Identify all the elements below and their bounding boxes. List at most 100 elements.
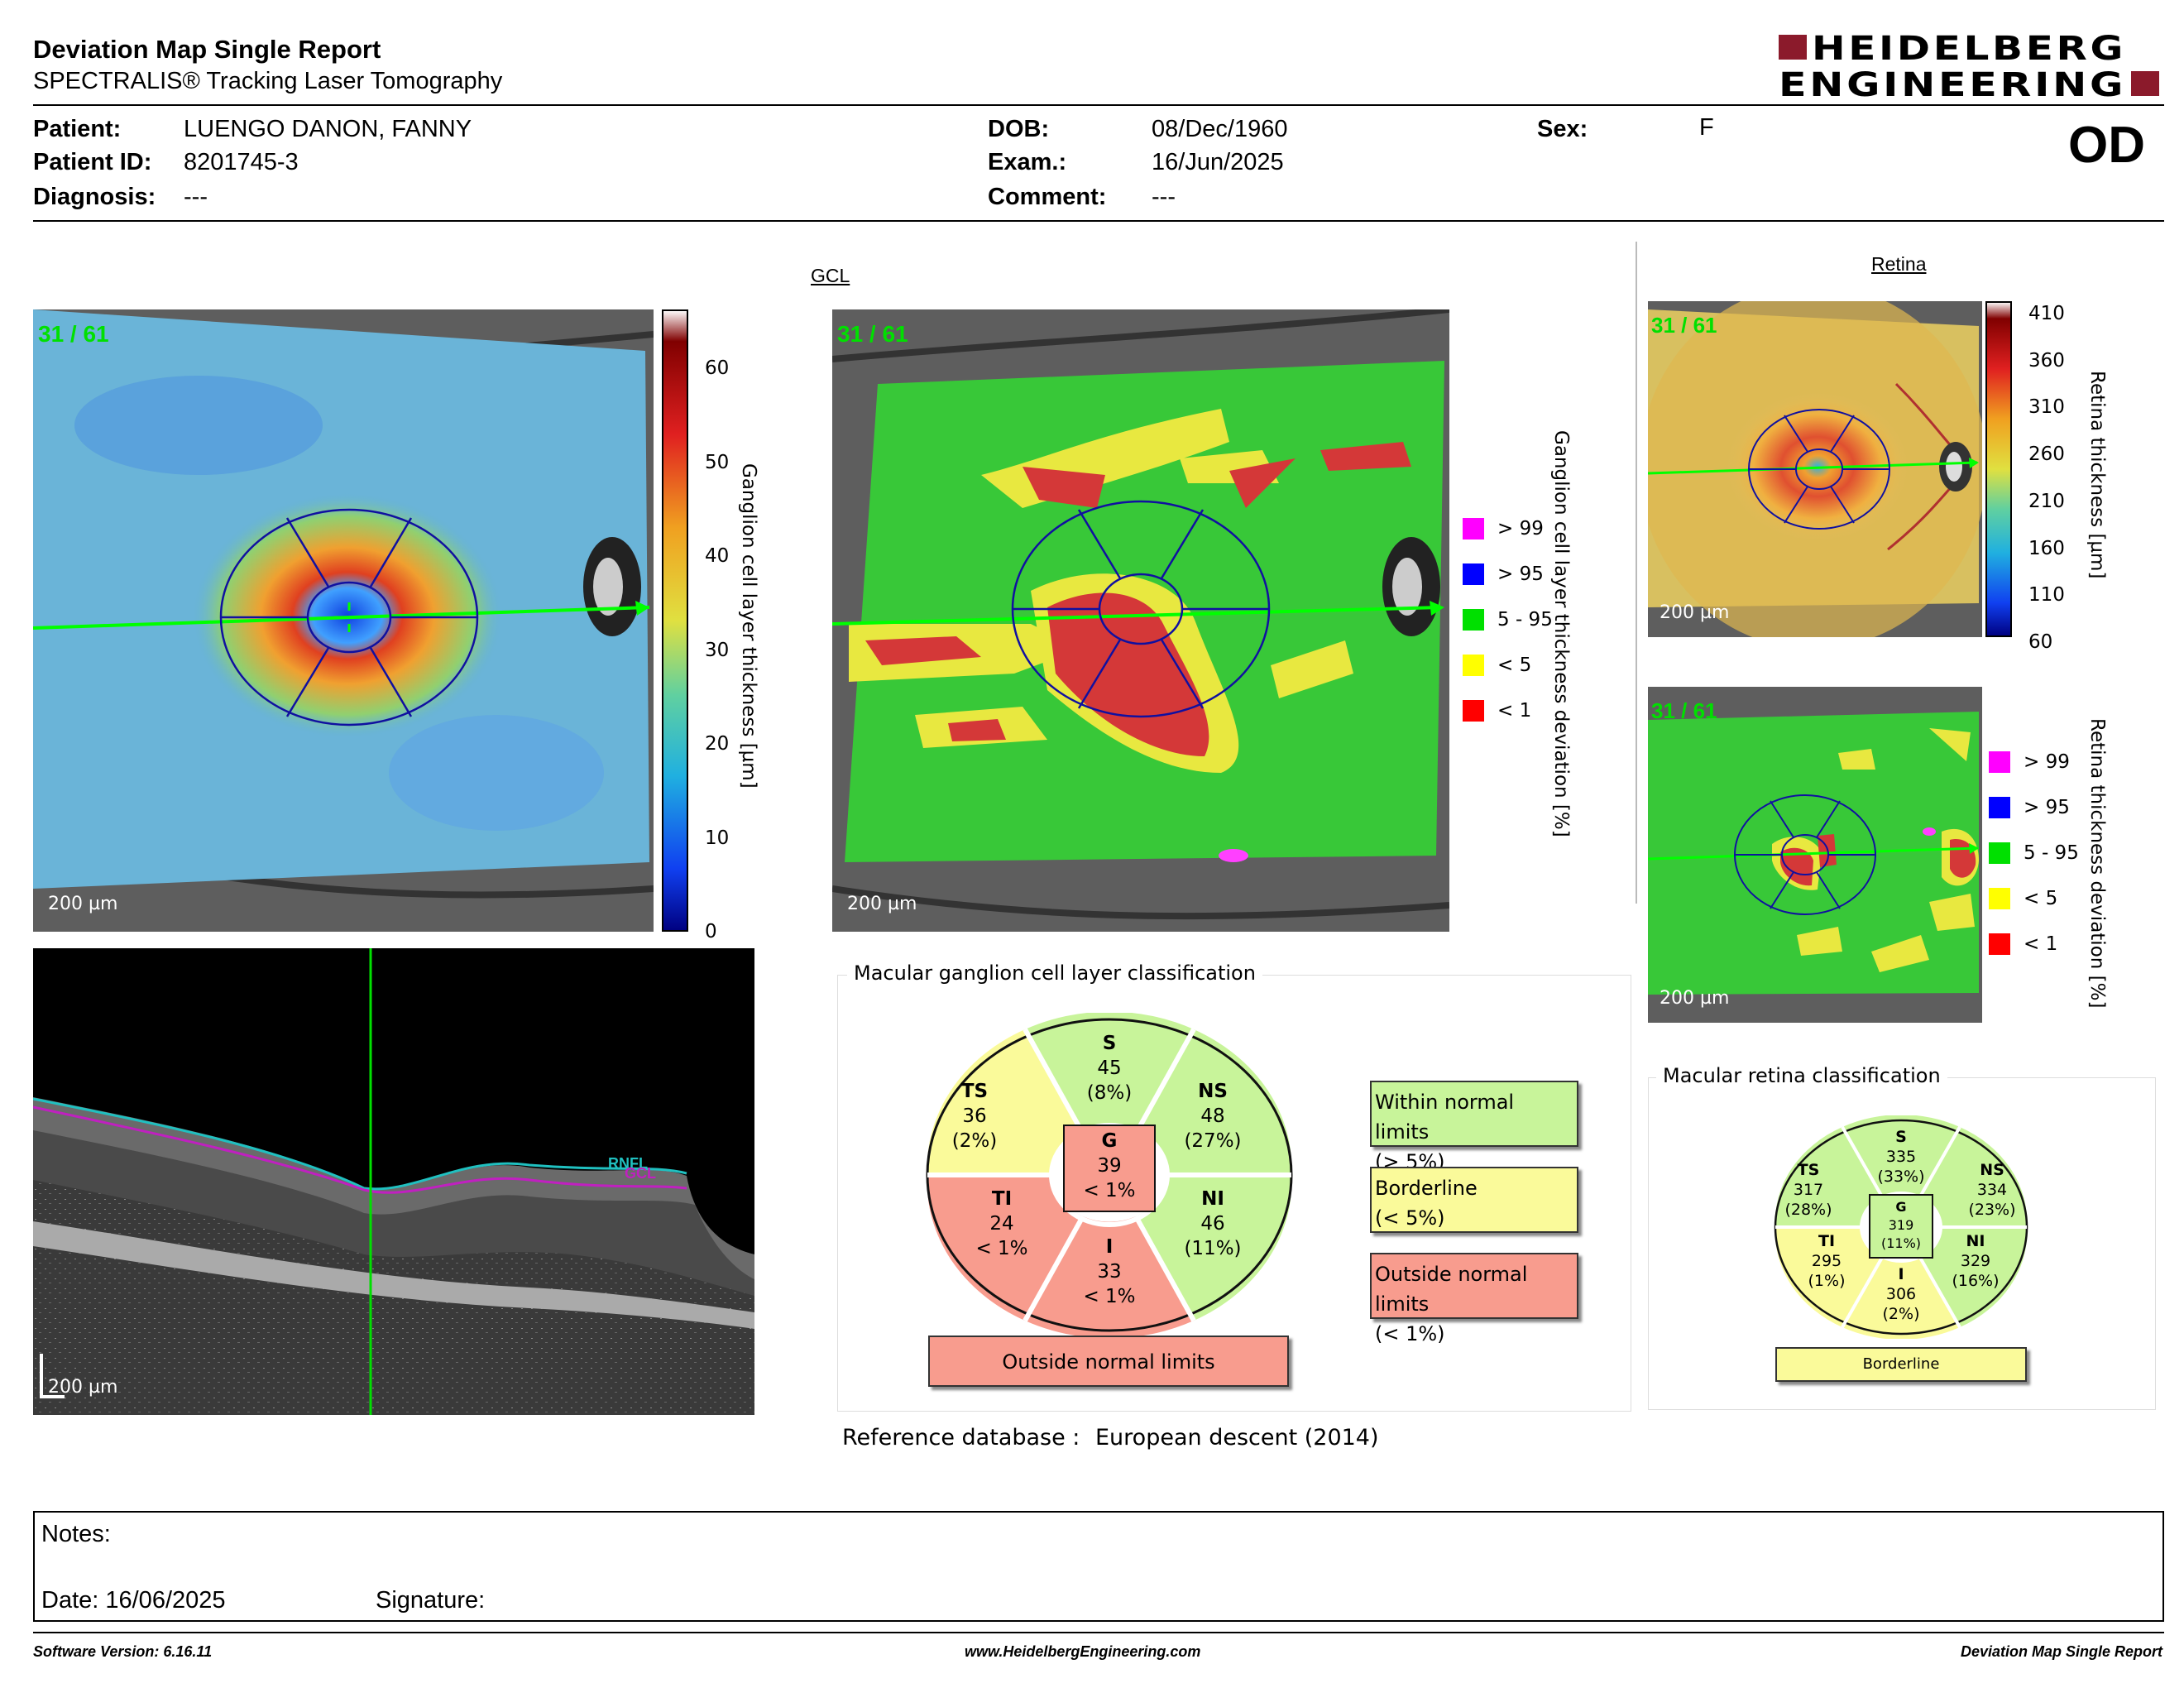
gcl-section-label: GCL: [811, 265, 850, 286]
ret-ns-name: NS: [1980, 1161, 2004, 1179]
report-subtitle: SPECTRALIS® Tracking Laser Tomography: [33, 68, 503, 94]
ret-ts-name: TS: [1798, 1161, 1820, 1179]
gcl-ns-pct: (27%): [1184, 1130, 1241, 1152]
ret-ni-name: NI: [1966, 1232, 1985, 1250]
gcl-dev-scan-counter: 31 / 61: [837, 321, 908, 347]
ret-ts-pct: (28%): [1784, 1201, 1832, 1219]
gcl-ni-pct: (11%): [1184, 1238, 1241, 1259]
oct-bscan: RNFL GCL 200 µm: [33, 948, 754, 1415]
gcl-classification-title: Macular ganglion cell layer classificati…: [847, 961, 1262, 985]
gcl-colorbar-tick: 30: [705, 639, 730, 661]
retina-dev-scan-counter: 31 / 61: [1651, 698, 1717, 723]
retina-legend-item: > 95: [1989, 797, 2070, 818]
bscan-scale: 200 µm: [48, 1377, 118, 1398]
retina-legend-label: > 99: [2024, 751, 2070, 773]
gcl-colorbar: [662, 309, 688, 932]
gcl-legend-item: 5 - 95: [1463, 609, 1553, 631]
ret-i-name: I: [1898, 1265, 1904, 1283]
gcl-legend-swatch: [1463, 700, 1484, 722]
retina-overall-result: Borderline: [1775, 1347, 2027, 1382]
retina-legend-swatch: [1989, 797, 2010, 818]
footer-website[interactable]: www.HeidelbergEngineering.com: [965, 1643, 1201, 1660]
gcl-ti-value: 24: [989, 1213, 1013, 1235]
section-divider: [1636, 242, 1637, 904]
comment-label: Comment:: [988, 184, 1107, 210]
legend-outside-sub: (< 1%): [1375, 1322, 1445, 1345]
notes-date: Date: 16/06/2025: [41, 1587, 226, 1614]
retina-colorbar-label: Retina thickness [µm]: [2086, 371, 2108, 579]
ret-ti-pct: (1%): [1808, 1272, 1846, 1290]
gcl-legend-label: < 5: [1497, 655, 1532, 676]
legend-outside-normal: Outside normal limits (< 1%): [1370, 1253, 1578, 1345]
retina-colorbar-tick: 260: [2028, 444, 2065, 466]
gcl-legend-label: 5 - 95: [1497, 609, 1553, 631]
gcl-boundary-label: GCL: [625, 1165, 656, 1182]
gcl-legend-label: > 95: [1497, 563, 1544, 585]
gcl-colorbar-tick: 10: [705, 827, 730, 849]
bscan-scale-bar-h: [40, 1395, 65, 1398]
dob-value: 08/Dec/1960: [1152, 116, 1288, 142]
logo-line1: HEIDELBERG: [1812, 31, 2126, 68]
retina-colorbar-tick: 410: [2028, 303, 2065, 324]
gcl-legend-item: < 5: [1463, 655, 1531, 676]
retina-dev-scale: 200 µm: [1660, 988, 1730, 1009]
gcl-s-name: S: [1103, 1033, 1117, 1054]
patient-id-value: 8201745-3: [184, 149, 299, 175]
legend-within-label: Within normal limits: [1375, 1091, 1515, 1144]
ret-ti-name: TI: [1818, 1232, 1835, 1250]
retina-section-label: Retina: [1871, 253, 1927, 275]
gcl-i-name: I: [1106, 1236, 1114, 1258]
heidelberg-logo: HEIDELBERG ENGINEERING: [1779, 31, 2159, 101]
gcl-ni-value: 46: [1200, 1213, 1224, 1235]
gcl-deviation-label: Ganglion cell layer thickness deviation …: [1550, 430, 1572, 837]
ret-ni-value: 329: [1961, 1252, 1990, 1270]
patient-label: Patient:: [33, 116, 122, 142]
legend-border-label: Borderline: [1375, 1177, 1478, 1200]
ret-ns-value: 334: [1977, 1181, 2007, 1199]
gcl-legend-label: < 1: [1497, 700, 1532, 722]
gcl-colorbar-label: Ganglion cell layer thickness [µm]: [738, 463, 759, 789]
retina-colorbar-tick: 210: [2028, 490, 2065, 512]
gcl-colorbar-tick: 60: [705, 357, 730, 379]
gcl-legend-swatch: [1463, 609, 1484, 631]
comment-value: ---: [1152, 184, 1176, 210]
gcl-legend-swatch: [1463, 518, 1484, 539]
ret-ts-value: 317: [1794, 1181, 1823, 1199]
footer-software-version: Software Version: 6.16.11: [33, 1643, 213, 1660]
retina-legend-item: < 5: [1989, 888, 2057, 909]
gcl-ni-name: NI: [1201, 1188, 1224, 1210]
gcl-ti-name: TI: [992, 1188, 1012, 1210]
rnfl-label: RNFL: [608, 1155, 648, 1172]
gcl-g-name: G: [1102, 1130, 1118, 1152]
retina-legend-item: < 1: [1989, 933, 2057, 955]
legend-borderline: Borderline (< 5%): [1370, 1167, 1578, 1233]
retina-colorbar-tick: 310: [2028, 396, 2065, 419]
ret-i-value: 306: [1886, 1285, 1916, 1303]
retina-legend-item: > 99: [1989, 751, 2070, 773]
ret-s-pct: (33%): [1877, 1168, 1924, 1186]
logo-line2: ENGINEERING: [1779, 66, 2126, 101]
gcl-ts-value: 36: [962, 1105, 986, 1127]
retina-classification-wheel: S 335 (33%) TS 317 (28%) NS 334 (23%) TI…: [1774, 1115, 2028, 1339]
diagnosis-label: Diagnosis:: [33, 184, 156, 210]
retina-colorbar-tick: 60: [2028, 631, 2053, 653]
retina-legend-item: 5 - 95: [1989, 842, 2079, 864]
report-title: Deviation Map Single Report: [33, 35, 381, 64]
gcl-s-value: 45: [1097, 1057, 1121, 1079]
gcl-legend-item: > 99: [1463, 518, 1544, 539]
gcl-colorbar-tick: 50: [705, 451, 730, 473]
retina-legend-swatch: [1989, 751, 2010, 773]
sex-value: F: [1699, 114, 1714, 141]
retina-legend-swatch: [1989, 933, 2010, 955]
ret-g-name: G: [1895, 1199, 1906, 1215]
header-divider: [33, 104, 2164, 106]
retina-colorbar-tick: 110: [2028, 584, 2065, 607]
retina-colorbar: [1985, 301, 2012, 637]
ret-i-pct: (2%): [1883, 1305, 1920, 1323]
retina-legend-label: < 1: [2024, 933, 2058, 955]
gcl-overall-result: Outside normal limits: [928, 1336, 1289, 1387]
ret-s-value: 335: [1886, 1148, 1916, 1166]
ret-ni-pct: (16%): [1952, 1272, 1999, 1290]
gcl-deviation-map: 31 / 61 200 µm: [832, 309, 1449, 932]
ret-ns-pct: (23%): [1968, 1201, 2015, 1219]
